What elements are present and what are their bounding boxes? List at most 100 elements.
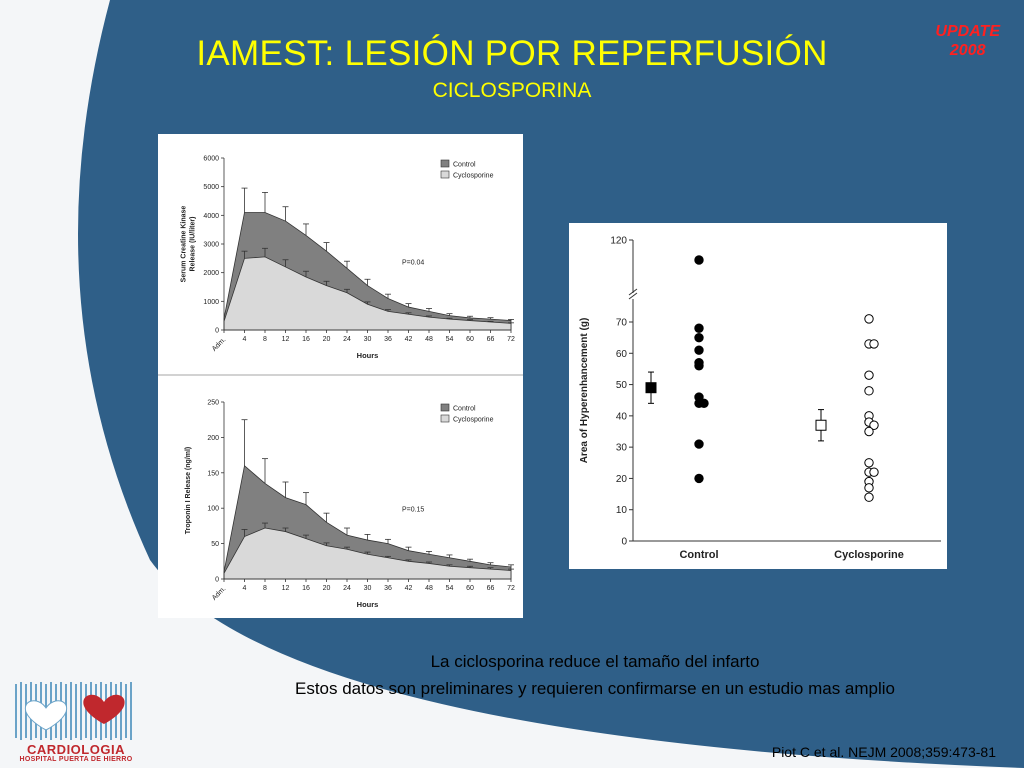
control-point	[699, 398, 709, 409]
cyclosporine-point	[864, 426, 874, 437]
cyclosporine-area	[223, 256, 512, 331]
y-axis-title: Area of Hyperenhancement (g)	[579, 318, 590, 464]
y-tick-label: 3000	[203, 242, 219, 249]
x-tick-label: 48	[425, 585, 433, 592]
x-tick-label: 60	[466, 336, 474, 343]
x-tick-label: 36	[384, 585, 392, 592]
x-tick-label: 20	[323, 336, 331, 343]
scatter-chart: 0 10 20 30 40 50 60 70 120 Area of Hyperenhanceme…	[579, 236, 941, 561]
legend-swatch-cyclosporine	[440, 414, 450, 423]
y-axis-title: Release (IU/liter)	[190, 217, 197, 272]
y-tick-label: 0	[215, 577, 219, 584]
y-tick-label: 70	[616, 318, 628, 329]
cyclosporine-point	[864, 370, 874, 380]
logo-subtitle: HOSPITAL PUERTA DE HIERRO	[19, 756, 133, 763]
control-point	[694, 332, 704, 343]
cyclosporine-point	[864, 483, 874, 493]
x-tick-label: 66	[487, 585, 495, 592]
x-tick-label: 54	[446, 336, 454, 343]
y-tick-label: 6000	[203, 156, 219, 163]
cyclosporine-point	[864, 458, 874, 468]
y-tick-label: 50	[211, 541, 219, 548]
cyclosporine-point	[869, 339, 879, 349]
y-tick-label: 30	[616, 443, 628, 454]
update-badge: UPDATE 2008	[935, 22, 1000, 60]
y-axis-title: Troponin I Release (ng/ml)	[185, 447, 192, 535]
y-tick-label: 2000	[203, 270, 219, 277]
hospital-logo	[15, 682, 132, 740]
update-badge-line1: UPDATE	[935, 23, 1000, 40]
legend-label: Cyclosporine	[453, 417, 494, 424]
x-tick-label: 16	[302, 585, 310, 592]
cyclosporine-point	[869, 467, 879, 477]
y-tick-label: 250	[207, 400, 219, 407]
x-tick-label: 54	[446, 585, 454, 592]
x-tick-label: 42	[405, 336, 413, 343]
x-tick-label: 20	[323, 585, 331, 592]
enzyme-charts-panel: 0 1000 2000 3000 4000 5000 6000 Adm. 4 8 12 16 20 24 3…	[158, 134, 523, 618]
control-point	[694, 473, 704, 484]
cyclosporine-area	[223, 527, 512, 580]
x-tick-label: 16	[302, 336, 310, 343]
control-point	[694, 323, 704, 333]
y-tick-label: 50	[616, 380, 628, 391]
y-tick-label: 0	[215, 328, 219, 335]
x-tick-label: 4	[243, 336, 247, 343]
hyperenhancement-chart: 0 10 20 30 40 50 60 70 120 Area of Hyperenhanceme…	[579, 236, 941, 561]
citation: Piot C et al. NEJM 2008;359:473-81	[771, 744, 996, 760]
cyclosporine-mean-marker	[815, 419, 827, 431]
y-tick-label: 40	[616, 411, 628, 422]
legend-swatch-control	[440, 159, 450, 168]
x-tick-label: 42	[405, 585, 413, 592]
hyperenhancement-chart-panel: 0 10 20 30 40 50 60 70 120 Area of Hyperenhanceme…	[569, 223, 947, 569]
x-category-label: Control	[679, 549, 718, 561]
legend-label: Control	[453, 162, 476, 169]
x-tick-label: 12	[282, 336, 290, 343]
p-value-annotation: P=0.15	[402, 507, 424, 514]
control-point	[694, 439, 704, 449]
y-tick-label: 60	[616, 349, 628, 360]
cyclosporine-point	[864, 386, 874, 396]
cyclosporine-point	[864, 314, 874, 324]
y-tick-label: 150	[207, 470, 219, 477]
cyclosporine-point	[869, 420, 879, 430]
legend-swatch-control	[440, 403, 450, 412]
legend-swatch-cyclosporine	[440, 170, 450, 179]
x-category-label: Cyclosporine	[834, 549, 904, 561]
x-tick-label: Adm.	[211, 336, 228, 353]
caption-line-1: La ciclosporina reduce el tamaño del inf…	[430, 652, 760, 671]
x-tick-label: 30	[364, 336, 372, 343]
y-tick-label: 4000	[203, 213, 219, 220]
x-axis-title: Hours	[357, 351, 379, 360]
y-tick-label: 20	[616, 474, 628, 485]
axis-break-mark	[628, 288, 638, 296]
x-tick-label: 48	[425, 336, 433, 343]
x-tick-label: 24	[343, 585, 351, 592]
control-point	[694, 361, 704, 371]
cyclosporine-point	[864, 492, 874, 502]
x-axis-title: Hours	[357, 600, 379, 609]
y-tick-label: 10	[616, 505, 628, 516]
y-tick-label: 200	[207, 435, 219, 442]
control-mean-marker	[645, 382, 657, 394]
x-tick-label: 66	[487, 336, 495, 343]
x-tick-label: 8	[263, 336, 267, 343]
x-tick-label: 12	[282, 585, 290, 592]
x-tick-label: 72	[507, 585, 515, 592]
logo-title: CARDIOLOGIA	[27, 742, 125, 757]
heart-icon	[24, 700, 68, 731]
control-point	[694, 345, 704, 355]
x-tick-label: 8	[263, 585, 267, 592]
update-badge-line2: 2008	[949, 42, 986, 59]
legend-label: Control	[453, 406, 476, 413]
y-tick-label: 100	[207, 506, 219, 513]
x-tick-label: 60	[466, 585, 474, 592]
y-axis-title: Serum Creatine Kinase	[181, 206, 188, 283]
x-tick-label: 4	[243, 585, 247, 592]
p-value-annotation: P=0.04	[402, 260, 424, 267]
y-tick-label: 120	[610, 236, 627, 247]
